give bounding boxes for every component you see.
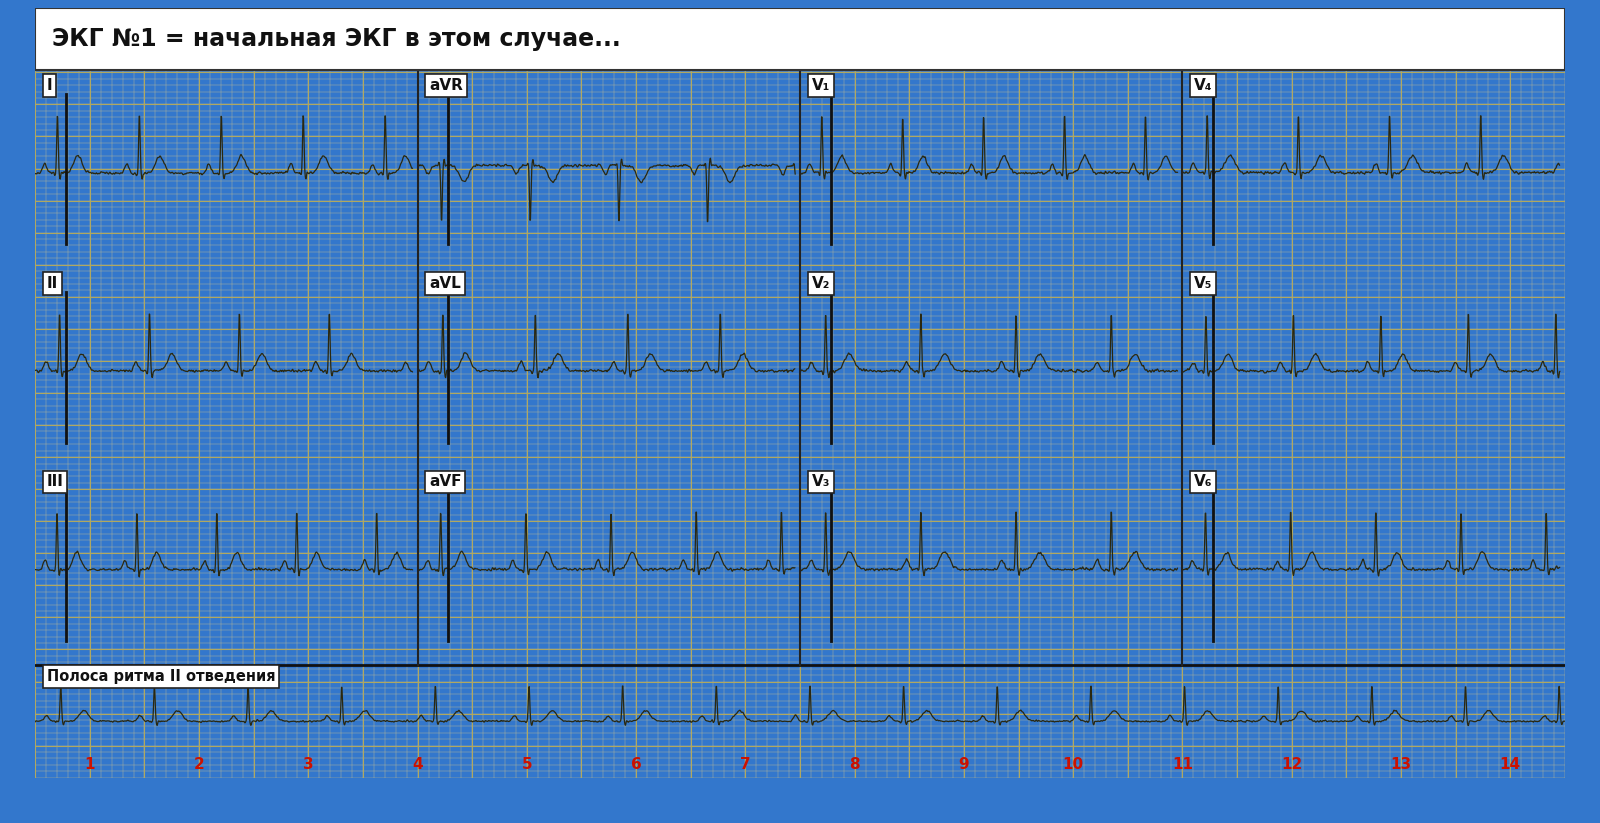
Text: 3: 3 [302, 756, 314, 772]
Text: 5: 5 [522, 756, 533, 772]
Text: Полоса ритма II отведения: Полоса ритма II отведения [46, 669, 275, 684]
Text: aVL: aVL [429, 276, 461, 291]
Text: aVF: aVF [429, 474, 461, 490]
Text: 9: 9 [958, 756, 970, 772]
Text: V₄: V₄ [1194, 77, 1213, 93]
Text: V₂: V₂ [811, 276, 830, 291]
Text: 2: 2 [194, 756, 205, 772]
Text: 8: 8 [850, 756, 859, 772]
Text: 10: 10 [1062, 756, 1083, 772]
Bar [35, 8, 1565, 70]
Text: ЭКГ №1 = начальная ЭКГ в этом случае...: ЭКГ №1 = начальная ЭКГ в этом случае... [53, 27, 621, 51]
Text: 12: 12 [1282, 756, 1302, 772]
Text: III: III [46, 474, 64, 490]
Text: 4: 4 [413, 756, 422, 772]
Text: 7: 7 [741, 756, 750, 772]
Text: aVR: aVR [429, 77, 462, 93]
Text: 11: 11 [1171, 756, 1194, 772]
Text: V₃: V₃ [811, 474, 830, 490]
Text: V₅: V₅ [1194, 276, 1213, 291]
Text: 6: 6 [630, 756, 642, 772]
Text: V₆: V₆ [1194, 474, 1213, 490]
Text: 13: 13 [1390, 756, 1411, 772]
Text: V₁: V₁ [811, 77, 830, 93]
Text: 14: 14 [1499, 756, 1520, 772]
Text: I: I [46, 77, 53, 93]
Text: 1: 1 [85, 756, 94, 772]
Text: II: II [46, 276, 58, 291]
